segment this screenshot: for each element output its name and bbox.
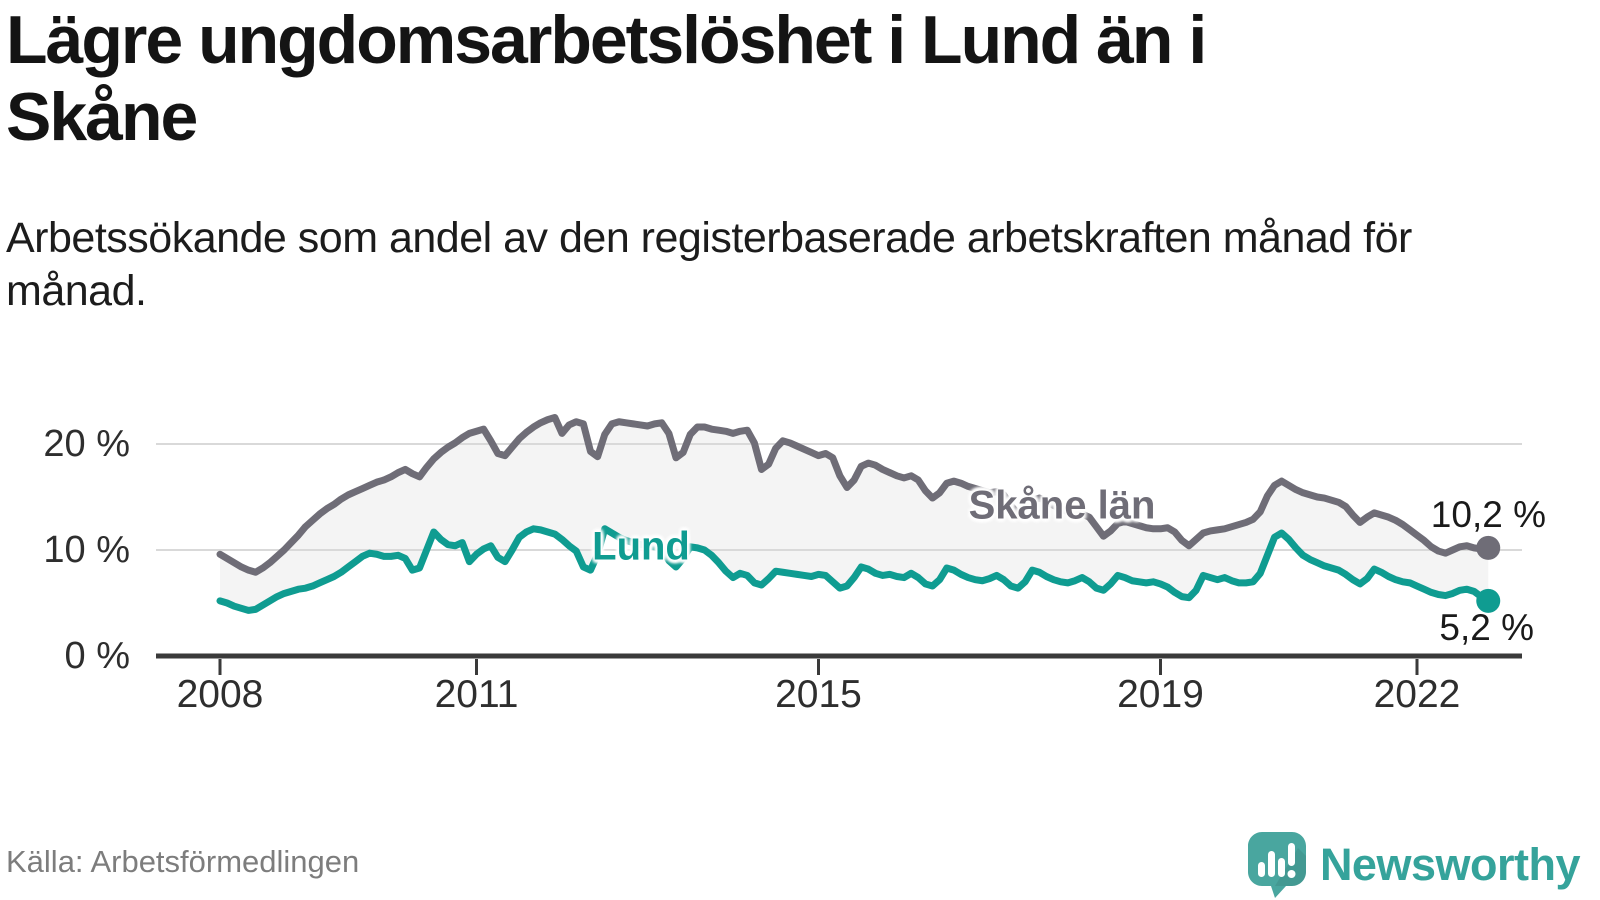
chart-subtitle: Arbetssökande som andel av den registerb… bbox=[6, 214, 1412, 315]
source-note: Källa: Arbetsförmedlingen bbox=[6, 844, 360, 879]
page-title: Lägre ungdomsarbetslöshet i Lund än i Skå… bbox=[6, 2, 1207, 156]
lund-end-dot bbox=[1476, 588, 1501, 613]
y-axis-label: 0 % bbox=[64, 635, 130, 677]
x-axis-label: 2008 bbox=[176, 673, 264, 716]
end-value-label-skane: 10,2 % bbox=[1430, 494, 1546, 535]
skane-line bbox=[216, 414, 1492, 576]
end-value-label-lund: 5,2 % bbox=[1439, 607, 1534, 648]
lund-line bbox=[216, 525, 1492, 614]
speech-bubble-bar-chart-icon bbox=[1247, 832, 1306, 898]
x-axis-label: 2019 bbox=[1117, 673, 1204, 716]
newsworthy-brand: Newsworthy bbox=[1247, 832, 1581, 898]
y-axis-label: 20 % bbox=[43, 423, 130, 465]
title-line-1: Lägre ungdomsarbetslöshet i Lund än i bbox=[6, 2, 1207, 78]
title-line-2: Skåne bbox=[6, 79, 198, 155]
x-axis-label: 2015 bbox=[775, 673, 862, 716]
between-series-band bbox=[220, 417, 1489, 611]
skane-end-dot bbox=[1476, 535, 1501, 560]
y-axis-label: 10 % bbox=[43, 529, 130, 571]
x-axis-label: 2011 bbox=[434, 673, 519, 716]
series-label-skane: Skåne län bbox=[968, 483, 1156, 528]
newsworthy-wordmark: Newsworthy bbox=[1319, 839, 1581, 890]
series-label-lund: Lund bbox=[592, 524, 690, 569]
x-axis-label: 2022 bbox=[1373, 673, 1461, 716]
